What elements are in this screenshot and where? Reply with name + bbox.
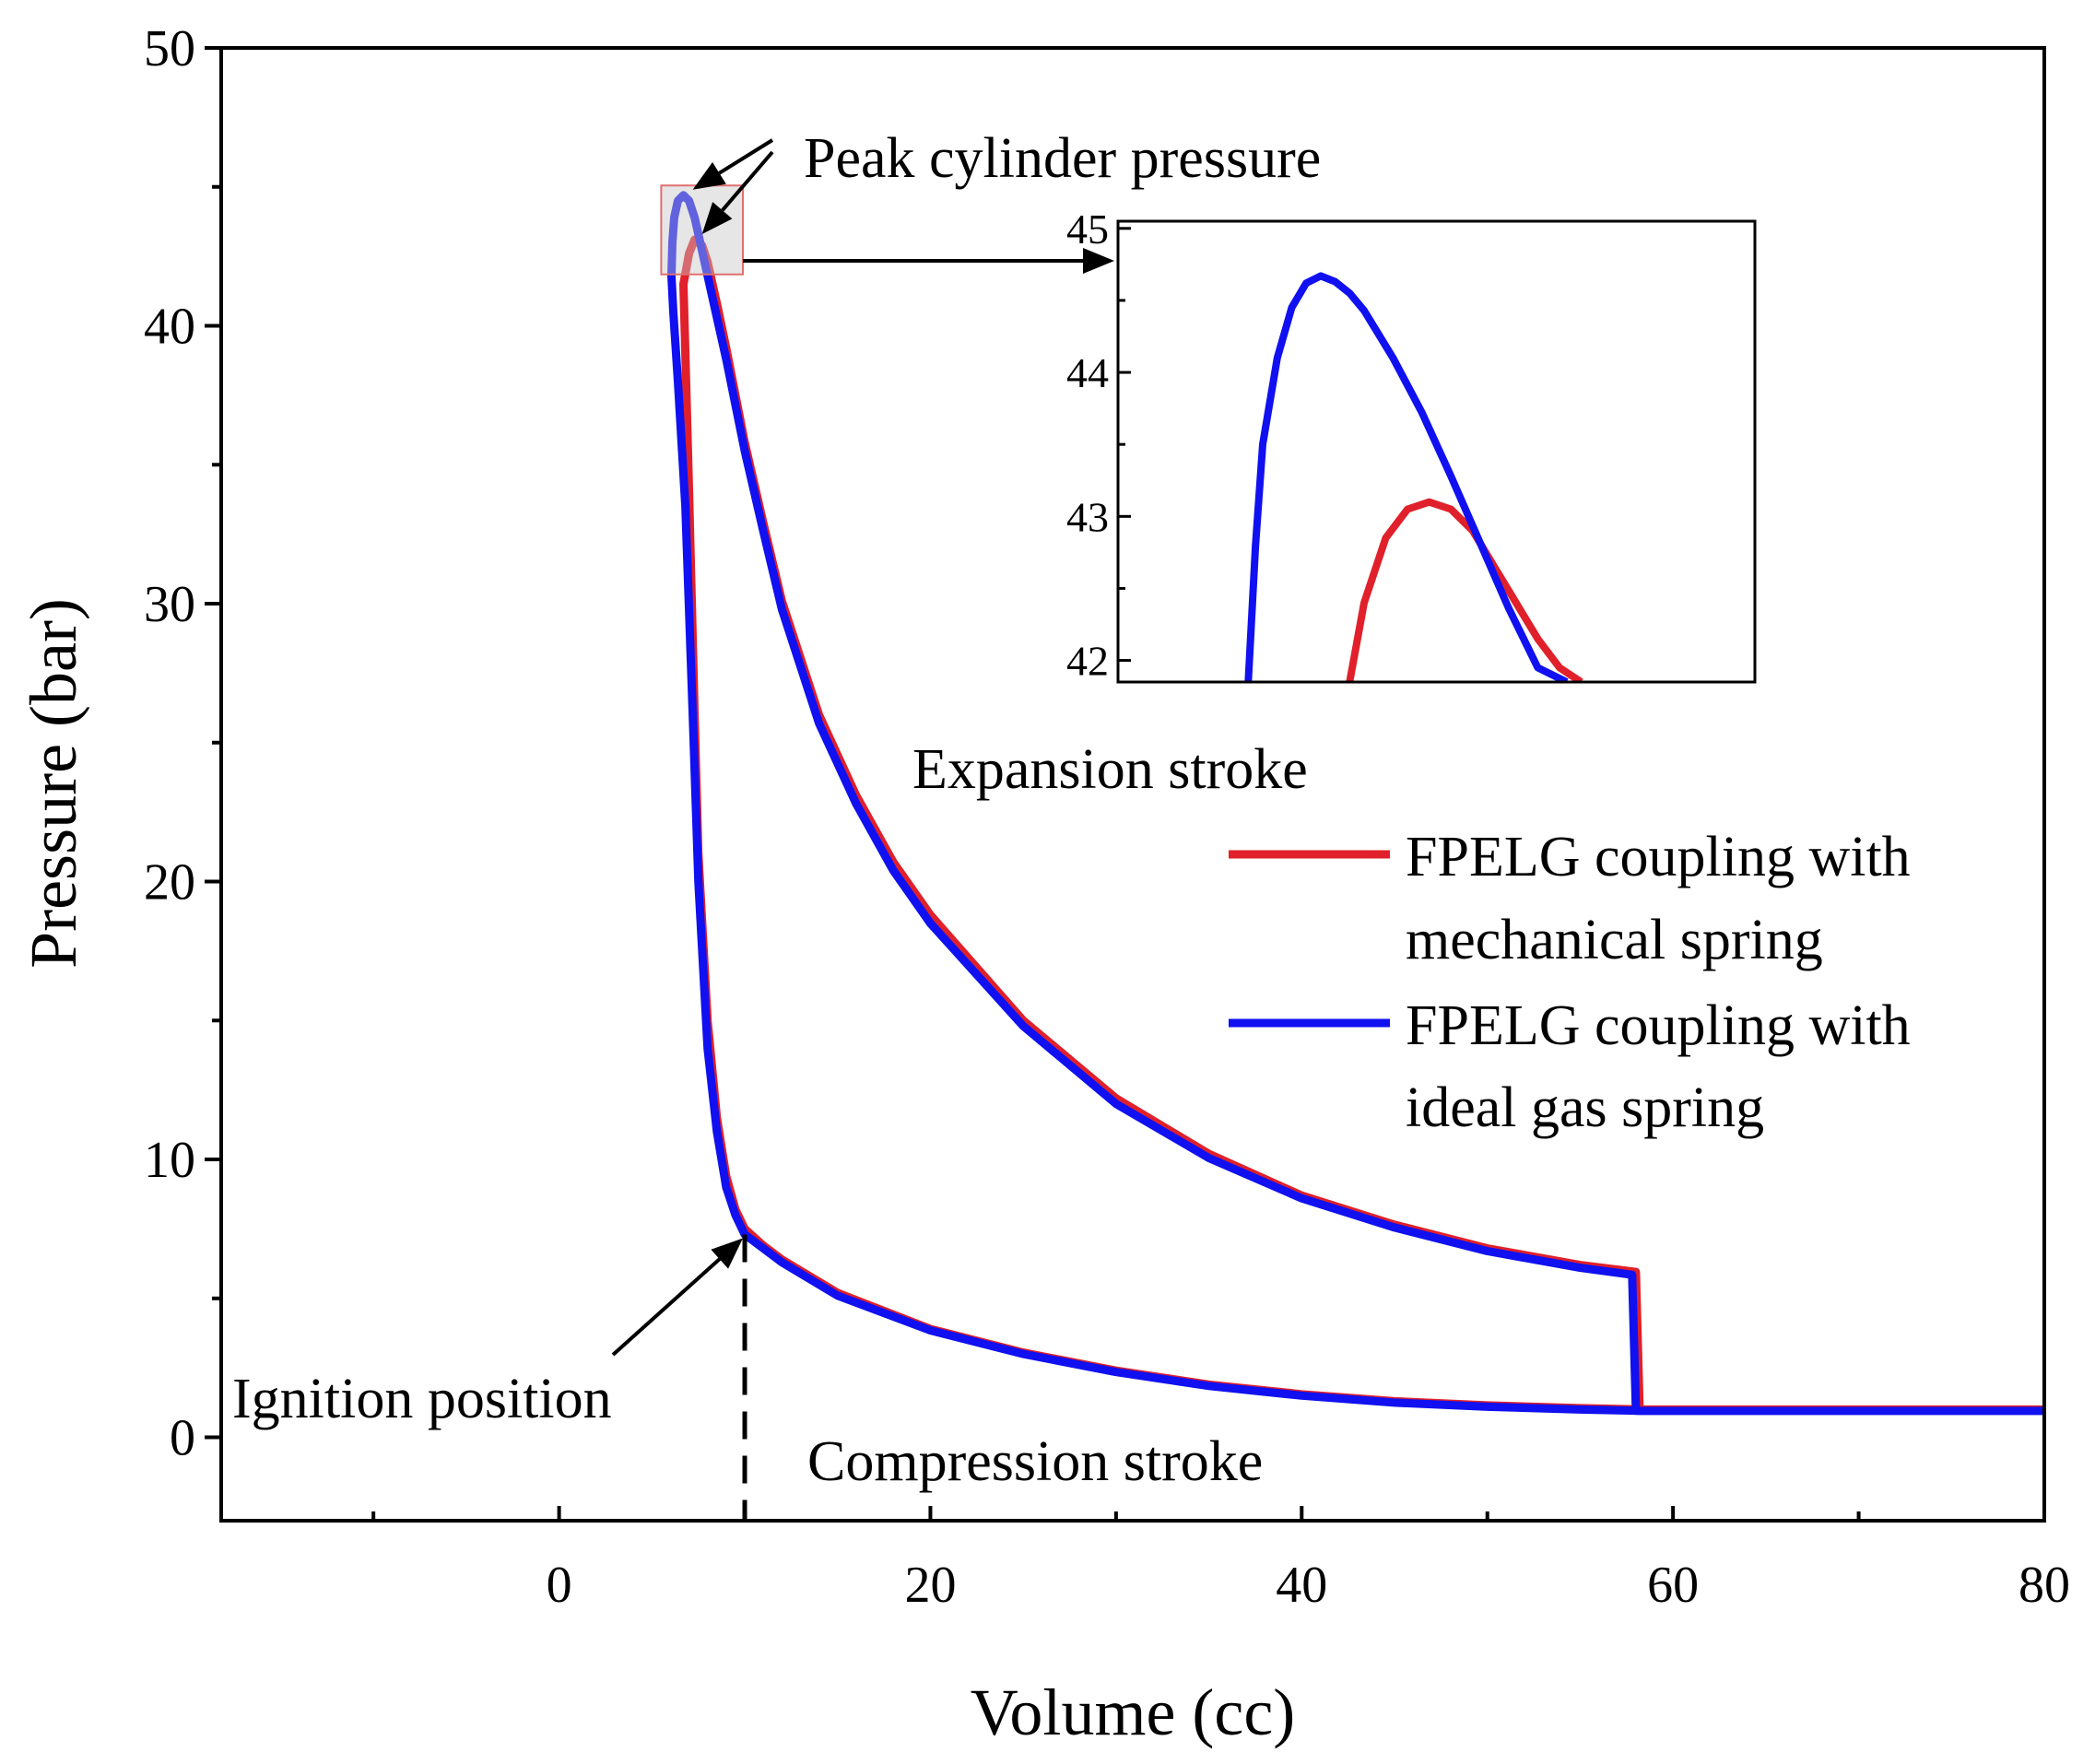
annotation-arrows: [611, 138, 1114, 1357]
y-axis-title: Pressure (bar): [17, 598, 90, 969]
inset-y-tick-label: 44: [1066, 349, 1109, 396]
ignition-arrow: [611, 1238, 744, 1357]
y-tick-label: 10: [144, 1132, 195, 1189]
x-axis-title: Volume (cc): [971, 1676, 1296, 1749]
series-line-fpelg-coupling-with-ideal-gas-spring: [667, 191, 2044, 1416]
inset-series-line-fpelg-coupling-with-mechanical-spring: [1346, 498, 1583, 682]
x-tick-label: 0: [547, 1557, 572, 1614]
inset-plot-lines: [1244, 272, 1583, 682]
annotation-compression: Compression stroke: [807, 1430, 1263, 1493]
main-plot-lines: [667, 191, 2044, 1416]
annotation-ignition: Ignition position: [232, 1368, 612, 1430]
y-tick-label: 20: [144, 854, 195, 911]
inset-y-tick-label: 45: [1066, 206, 1109, 253]
x-tick-label: 40: [1276, 1557, 1327, 1614]
inset-y-tick-label: 43: [1066, 493, 1109, 540]
y-tick-label: 40: [144, 299, 195, 356]
plot-frame: [219, 46, 2046, 1523]
peak-arrow-ideal-gas: [692, 138, 774, 190]
legend-label-gas-line2: ideal gas spring: [1406, 1076, 1764, 1139]
x-tick-label: 80: [2018, 1557, 2070, 1614]
annotation-peak: Peak cylinder pressure: [804, 127, 1321, 190]
legend-label-mechanical-line1: FPELG coupling with: [1406, 826, 1911, 888]
inset-axis-ticks: 42 43 44 45: [1066, 206, 1131, 685]
inset-frame: [1116, 219, 1757, 684]
x-tick-label: 60: [1647, 1557, 1699, 1614]
inset-series-line-fpelg-coupling-with-ideal-gas-spring: [1244, 272, 1569, 682]
zoom-arrow-to-inset: [743, 248, 1114, 274]
legend: FPELG coupling with mechanical spring FP…: [1229, 826, 1911, 1139]
series-line-fpelg-coupling-with-mechanical-spring: [679, 235, 2044, 1414]
legend-label-gas-line1: FPELG coupling with: [1406, 994, 1911, 1057]
legend-label-mechanical-line2: mechanical spring: [1406, 909, 1823, 971]
inset-y-tick-label: 42: [1066, 638, 1109, 685]
y-tick-label: 0: [170, 1410, 195, 1467]
x-tick-label: 20: [904, 1557, 956, 1614]
annotation-expansion: Expansion stroke: [912, 738, 1308, 801]
peak-arrow-mechanical: [701, 150, 774, 235]
y-tick-label: 50: [144, 20, 195, 77]
y-tick-label: 30: [144, 576, 195, 633]
